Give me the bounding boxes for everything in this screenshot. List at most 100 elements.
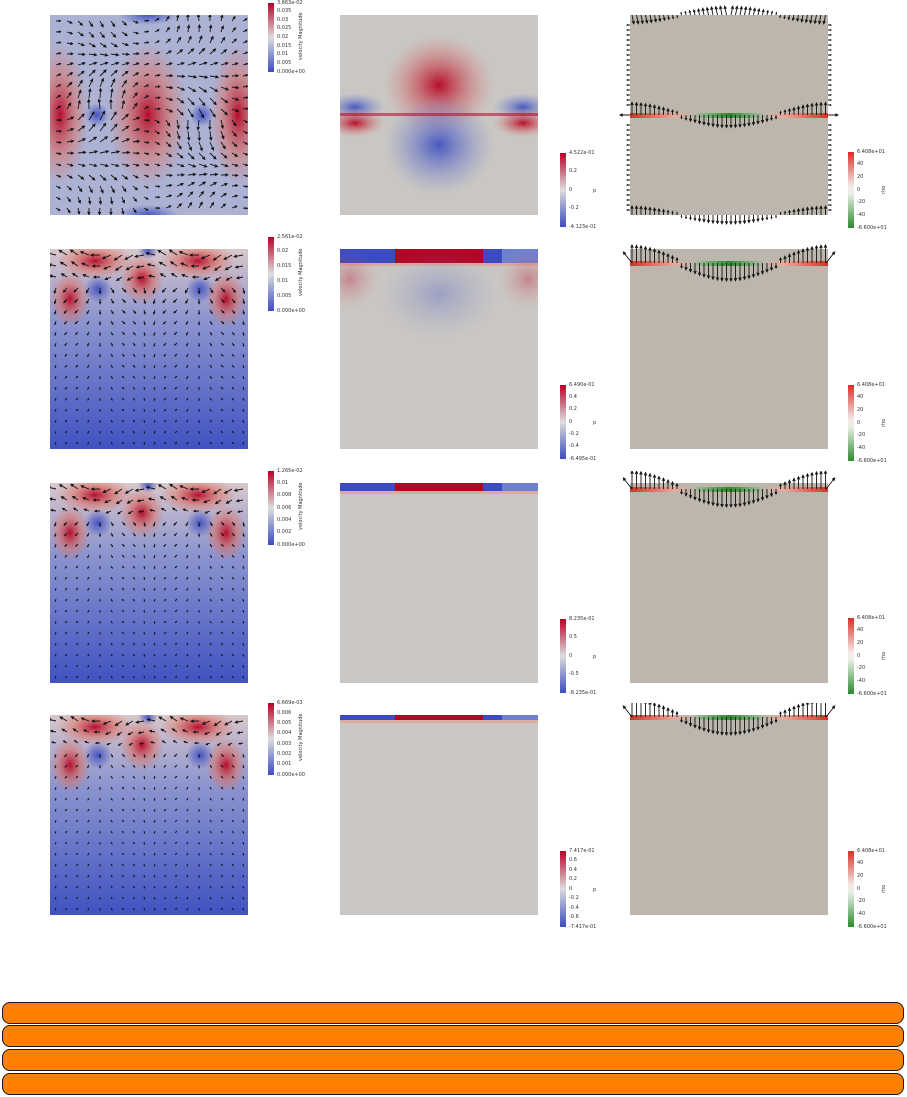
rho-2-colorbar-title: rho <box>881 418 887 427</box>
velocity-panel-3 <box>50 483 248 683</box>
pressure-4-colorbar-tick: -0.6 <box>569 914 579 920</box>
velocity-panel-1 <box>50 15 248 215</box>
rho-field-background <box>630 249 828 449</box>
velocity-high-region <box>50 737 90 793</box>
velocity-3-colorbar <box>268 471 274 545</box>
rho-3-colorbar-tick: 40 <box>857 627 864 634</box>
velocity-high-region <box>120 720 164 770</box>
pressure-1-colorbar-tick: 0.2 <box>569 168 577 174</box>
pressure-2-colorbar-tick: 0.2 <box>569 406 577 413</box>
velocity-4-colorbar-tick: 0.000e+00 <box>277 771 305 778</box>
rho-3-colorbar-tick: 0 <box>857 652 861 659</box>
rho-field-background <box>630 483 828 683</box>
rho-interface-band <box>630 113 828 118</box>
velocity-2-colorbar-tick: 2.561e-02 <box>277 233 303 240</box>
velocity-high-region <box>57 249 133 279</box>
velocity-2-colorbar-tick: 0.005 <box>277 292 292 299</box>
velocity-3-colorbar-tick: 0.000e+00 <box>277 541 305 548</box>
velocity-4-colorbar <box>268 703 274 775</box>
pressure-3-colorbar-title: p <box>593 654 597 660</box>
pressure-4-colorbar-tick: 7.417e-01 <box>569 847 595 854</box>
velocity-arrow-glyphs <box>50 249 246 446</box>
pressure-1-colorbar-title: p <box>593 188 597 194</box>
pressure-panel-2 <box>340 249 538 449</box>
pressure-interface-line <box>340 491 538 494</box>
rho-field-background <box>630 715 828 915</box>
velocity-arrow-glyphs <box>50 483 245 680</box>
rho-interface-band <box>630 487 828 492</box>
rho-interface-band <box>630 261 828 266</box>
pressure-field-background <box>340 483 538 683</box>
pressure-2-colorbar-title: p <box>593 420 597 426</box>
rho-2-colorbar-tick: 20 <box>857 406 864 413</box>
rho-force-arrows <box>618 5 840 226</box>
pressure-high-lobe <box>493 109 538 137</box>
pressure-2-colorbar-tick: 0 <box>569 418 573 425</box>
pressure-field-background <box>340 715 538 915</box>
velocity-1-colorbar-tick: 0.025 <box>277 25 292 32</box>
rho-force-arrows <box>622 471 836 509</box>
pressure-2-colorbar-tick: 6.490e-01 <box>569 381 595 388</box>
rho-1-colorbar-tick: 6.408e+01 <box>857 148 885 155</box>
pressure-4-colorbar <box>560 851 566 927</box>
pressure-interface-line <box>340 720 538 723</box>
velocity-high-region <box>57 483 133 513</box>
velocity-4-colorbar-tick: 6.669e-03 <box>277 699 303 706</box>
pressure-4-colorbar-tick: 0.6 <box>569 857 577 863</box>
velocity-1-colorbar-tick: 0.01 <box>277 51 289 58</box>
velocity-low-region <box>85 103 109 127</box>
pressure-panel-1 <box>340 15 538 215</box>
pressure-panel-4 <box>340 715 538 915</box>
pressure-3-colorbar-tick: -0.5 <box>569 671 579 677</box>
velocity-high-region <box>160 715 236 745</box>
velocity-high-region <box>210 45 248 185</box>
pressure-4-colorbar-tick: 0.4 <box>569 866 577 873</box>
rho-1-colorbar-tick: 20 <box>857 173 864 180</box>
pressure-1-colorbar-tick: -0.2 <box>569 205 579 211</box>
pressure-2-colorbar-tick: -6.495e-01 <box>569 455 597 462</box>
velocity-4-colorbar-tick: 0.001 <box>277 761 292 768</box>
orange-bar-4 <box>2 1073 904 1095</box>
pressure-high-lobe <box>340 249 380 309</box>
velocity-high-region <box>50 505 90 561</box>
rho-4-colorbar-tick: 40 <box>857 860 864 867</box>
pressure-4-colorbar-tick: -7.417e-01 <box>569 923 597 930</box>
velocity-high-region <box>120 254 164 304</box>
rho-3-colorbar <box>848 618 854 694</box>
pressure-top-band-high <box>395 483 483 491</box>
velocity-arrow-glyphs <box>50 716 245 912</box>
velocity-3-colorbar-tick: 1.265e-02 <box>277 467 303 474</box>
velocity-panel-2 <box>50 249 248 449</box>
rho-2-colorbar-tick: 6.408e+01 <box>857 381 885 388</box>
rho-2-colorbar-tick: 0 <box>857 419 861 426</box>
velocity-2-colorbar <box>268 237 274 311</box>
velocity-high-region <box>108 43 188 187</box>
pressure-2-colorbar-tick: -0.2 <box>569 430 579 437</box>
pressure-high-lobe <box>340 109 385 137</box>
pressure-top-band-high <box>395 715 483 720</box>
rho-4-colorbar-tick: 20 <box>857 872 864 879</box>
velocity-high-region <box>160 483 236 513</box>
velocity-low-region <box>186 275 214 303</box>
rho-1-colorbar-title: rho <box>881 185 887 194</box>
pressure-1-colorbar-tick: 0 <box>569 186 573 193</box>
velocity-1-colorbar-title: velocity Magnitude <box>298 11 304 60</box>
rho-2-colorbar <box>848 385 854 461</box>
velocity-low-region <box>84 741 112 769</box>
velocity-4-colorbar-tick: 0.005 <box>277 720 292 727</box>
velocity-3-colorbar-tick: 0.006 <box>277 504 292 511</box>
velocity-2-colorbar-title: velocity Magnitude <box>298 248 304 296</box>
rho-3-colorbar-title: rho <box>881 651 887 660</box>
rho-2-colorbar-tick: -20 <box>857 432 866 439</box>
rho-3-colorbar-tick: -20 <box>857 665 866 672</box>
velocity-3-colorbar-title: velocity Magnitude <box>298 482 304 530</box>
pressure-1-colorbar-tick: -4.123e-01 <box>569 223 597 230</box>
rho-force-arrows <box>622 703 836 737</box>
rho-interface-band <box>630 715 828 720</box>
velocity-1-colorbar-tick: 0.005 <box>277 59 292 66</box>
pressure-top-band-low <box>502 483 538 491</box>
pressure-2-colorbar-tick: -0.4 <box>569 443 579 450</box>
rho-1-colorbar <box>848 152 854 228</box>
pressure-3-colorbar-tick: -8.235e-01 <box>569 689 597 696</box>
velocity-high-region <box>120 488 164 538</box>
